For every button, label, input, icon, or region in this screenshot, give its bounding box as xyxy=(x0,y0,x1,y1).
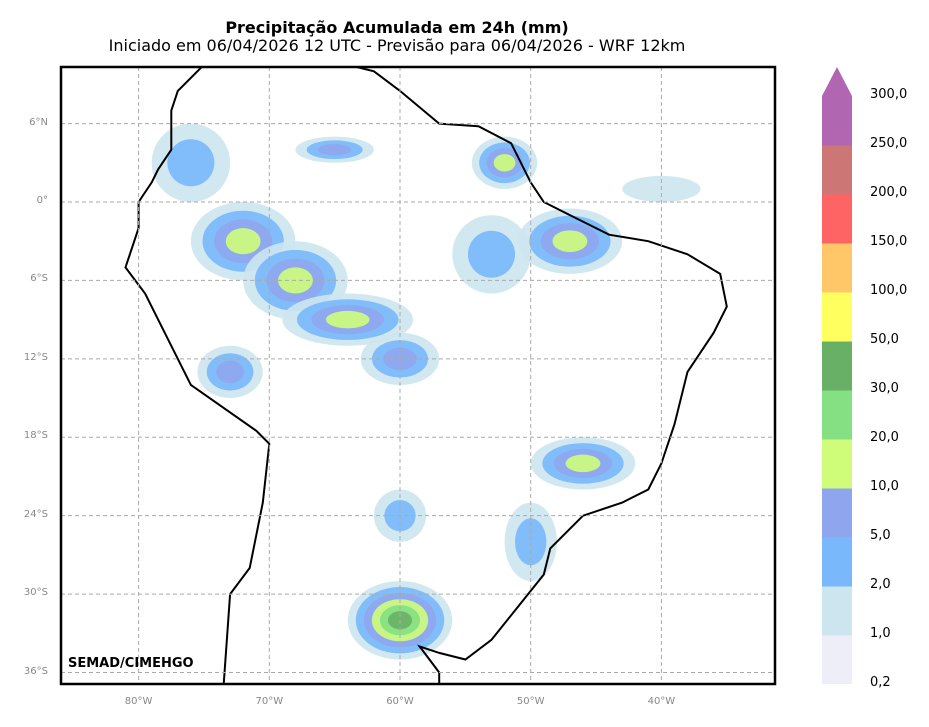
colorbar-label: 1,0 xyxy=(870,626,891,641)
precip-contour xyxy=(167,139,215,187)
precip-contour xyxy=(467,230,516,278)
colorbar-extend-arrow xyxy=(822,67,852,96)
lon-label: 60°W xyxy=(386,696,414,707)
precip-contour xyxy=(565,454,601,473)
precip-contour xyxy=(216,360,245,384)
lon-label: 50°W xyxy=(516,696,545,707)
precip-contour xyxy=(317,144,352,156)
colorbar-label: 300,0 xyxy=(870,87,908,102)
colorbar-segment xyxy=(822,243,852,293)
lat-label: 30°S xyxy=(23,587,48,599)
lat-label: 18°S xyxy=(23,430,48,442)
lon-label: 70°W xyxy=(255,696,284,707)
colorbar-label: 5,0 xyxy=(870,528,891,543)
colorbar-segment xyxy=(822,341,852,391)
colorbar-label: 30,0 xyxy=(870,381,899,396)
lat-label: 24°S xyxy=(23,508,48,520)
colorbar-label: 10,0 xyxy=(870,479,899,494)
colorbar-label: 50,0 xyxy=(870,332,899,347)
colorbar-segment xyxy=(822,194,852,244)
lat-label: 6°N xyxy=(29,116,48,128)
precip-contour xyxy=(515,518,547,566)
colorbar-segment xyxy=(822,537,852,587)
precip-contour xyxy=(493,154,516,172)
lat-label: 36°S xyxy=(23,665,48,677)
map-subtitle: Iniciado em 06/04/2026 12 UTC - Previsão… xyxy=(108,36,686,55)
colorbar-label: 250,0 xyxy=(870,136,908,151)
colorbar-segment xyxy=(822,488,852,538)
lat-label: 0° xyxy=(36,195,48,206)
colorbar-segment xyxy=(822,145,852,195)
colorbar-segment xyxy=(822,439,852,489)
colorbar-label: 100,0 xyxy=(870,283,908,298)
lat-label: 12°S xyxy=(23,351,48,363)
gridlines xyxy=(61,67,775,684)
precip-contour xyxy=(225,228,261,255)
colorbar-label: 2,0 xyxy=(870,577,891,592)
lat-label: 6°S xyxy=(30,273,48,285)
precip-contour xyxy=(325,310,370,329)
colorbar xyxy=(822,67,852,684)
lon-label: 40°W xyxy=(647,696,676,707)
colorbar-label: 150,0 xyxy=(870,234,908,249)
precip-contour xyxy=(552,230,588,253)
lon-label: 80°W xyxy=(124,696,153,707)
colorbar-label: 200,0 xyxy=(870,185,908,200)
map-title: Precipitação Acumulada em 24h (mm) xyxy=(225,18,569,37)
credit-label: SEMAD/CIMEHGO xyxy=(68,656,194,671)
colorbar-segment xyxy=(822,586,852,636)
colorbar-label: 20,0 xyxy=(870,430,899,445)
map-frame xyxy=(59,65,777,686)
colorbar-label: 0,2 xyxy=(870,675,891,690)
colorbar-segment xyxy=(822,292,852,342)
colorbar-segment xyxy=(822,96,852,146)
colorbar-segment xyxy=(822,635,852,684)
coastline xyxy=(124,67,728,684)
colorbar-segment xyxy=(822,390,852,440)
